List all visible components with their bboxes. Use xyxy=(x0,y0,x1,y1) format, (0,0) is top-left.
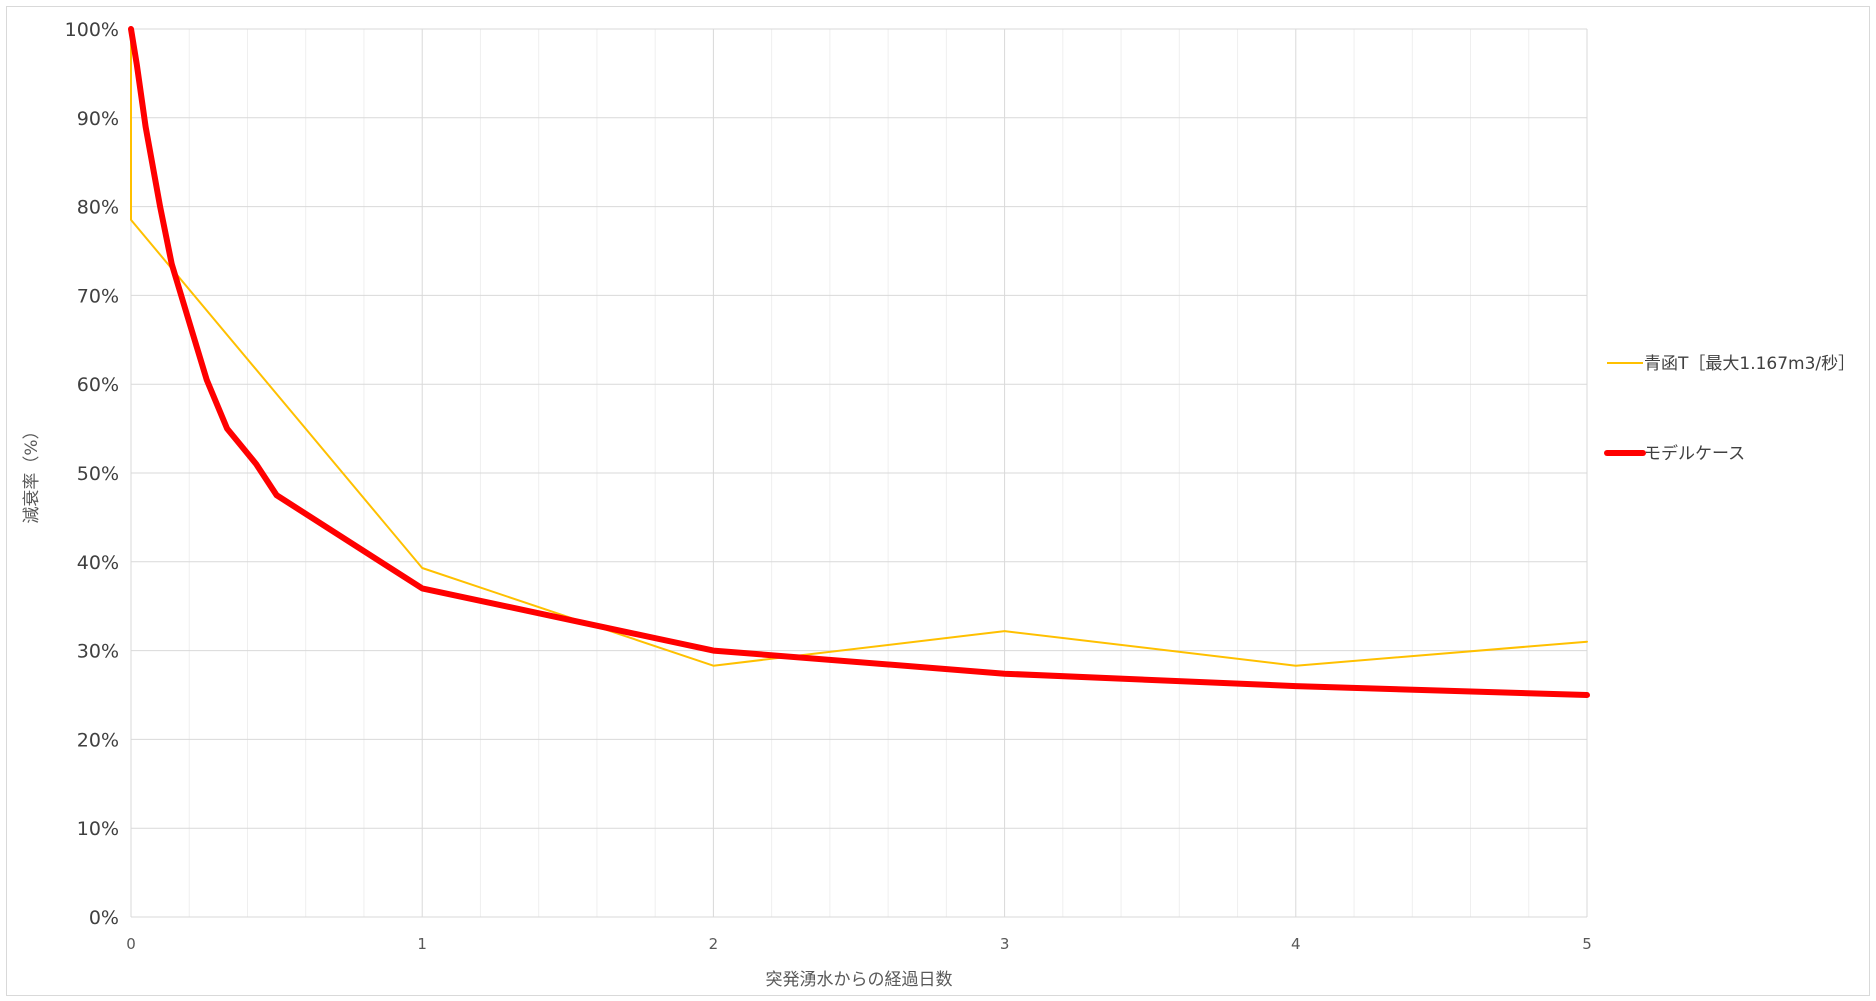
x-tick-label: 5 xyxy=(1582,935,1592,953)
x-axis-title: 突発湧水からの経過日数 xyxy=(766,970,953,990)
y-tick-label: 70% xyxy=(77,285,119,307)
y-tick-label: 50% xyxy=(77,463,119,485)
x-tick-label: 0 xyxy=(126,935,136,953)
series-line-2 xyxy=(128,26,1590,698)
y-axis-ticks: 0% 10% 20% 30% 40% 50% 60% 70% 80% 90% 100% xyxy=(65,19,119,929)
y-tick-label: 90% xyxy=(77,108,119,130)
line-chart: 0% 10% 20% 30% 40% 50% 60% 70% 80% 90% 100% 0 1 2 3 4 5… xyxy=(22,19,1855,990)
y-tick-label: 80% xyxy=(77,197,119,219)
x-axis-ticks: 0 1 2 3 4 5 xyxy=(126,935,1592,953)
y-tick-label: 30% xyxy=(77,641,119,663)
y-tick-label: 0% xyxy=(89,907,119,929)
x-tick-label: 2 xyxy=(709,935,719,953)
y-tick-label: 100% xyxy=(65,19,119,41)
x-tick-label: 1 xyxy=(417,935,427,953)
chart-frame: 0% 10% 20% 30% 40% 50% 60% 70% 80% 90% 100% 0 1 2 3 4 5… xyxy=(6,6,1870,996)
series-layer xyxy=(128,26,1590,698)
y-tick-label: 60% xyxy=(77,374,119,396)
x-tick-label: 4 xyxy=(1291,935,1301,953)
legend: 青函T［最大1.167m3/秒］ モデルケース xyxy=(1604,354,1855,464)
legend-label-2: モデルケース xyxy=(1644,443,1745,464)
x-tick-label: 3 xyxy=(1000,935,1010,953)
y-tick-label: 40% xyxy=(77,552,119,574)
series-line-1 xyxy=(130,28,1588,667)
legend-label-1: 青函T［最大1.167m3/秒］ xyxy=(1644,354,1855,374)
major-gridlines xyxy=(130,28,1588,918)
y-axis-title: 減衰率（%） xyxy=(22,422,42,523)
y-tick-label: 10% xyxy=(77,818,119,840)
y-tick-label: 20% xyxy=(77,729,119,751)
